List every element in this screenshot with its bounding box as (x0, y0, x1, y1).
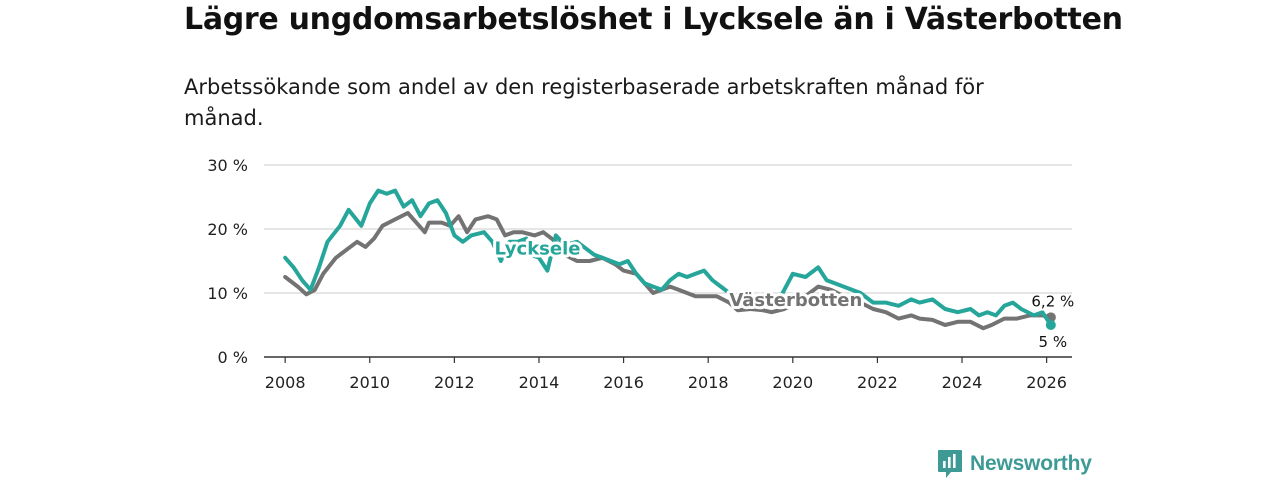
x-tick-label: 2020 (772, 373, 813, 392)
brand-logo: Newsworthy (937, 448, 1092, 480)
x-tick-label: 2010 (349, 373, 390, 392)
x-tick-label: 2018 (688, 373, 729, 392)
x-tick-label: 2012 (434, 373, 475, 392)
series-label-lycksele: Lycksele (495, 239, 581, 260)
x-tick-label: 2008 (265, 373, 306, 392)
end-label-vasterbotten: 6,2 % (1031, 292, 1074, 310)
x-axis-ticks: 2008 2010 2012 2014 2016 2018 2020 2022 2024 2026 (265, 357, 1067, 392)
y-tick-label: 30 % (207, 156, 248, 175)
brand-name: Newsworthy (970, 452, 1092, 475)
chart-subtitle: Arbetssökande som andel av den registerb… (184, 75, 984, 130)
x-tick-label: 2016 (603, 373, 644, 392)
series-line-västerbotten (283, 211, 1053, 331)
series-line-lycksele (283, 188, 1053, 327)
series-lines (283, 188, 1056, 331)
chart-title: Lägre ungdomsarbetslöshet i Lycksele än … (184, 2, 1123, 37)
newsworthy-logo-icon (938, 450, 962, 478)
end-label-lycksele: 5 % (1039, 333, 1068, 351)
x-tick-label: 2026 (1026, 373, 1067, 392)
y-tick-label: 0 % (218, 348, 248, 367)
end-point-lycksele (1045, 320, 1056, 330)
x-tick-label: 2022 (857, 373, 898, 392)
gridlines (264, 164, 1072, 358)
y-axis-ticks: 0 % 10 % 20 % 30 % (207, 156, 248, 367)
series-labels: Lycksele Västerbotten 6,2 % 5 % (492, 236, 1077, 353)
y-tick-label: 20 % (207, 220, 248, 239)
x-tick-label: 2024 (942, 373, 983, 392)
x-tick-label: 2014 (519, 373, 560, 392)
y-tick-label: 10 % (207, 284, 248, 303)
series-label-vasterbotten: Västerbotten (729, 290, 862, 311)
line-chart: 0 % 10 % 20 % 30 % 2008 2010 2012 2014 2016 2018… (207, 156, 1077, 392)
